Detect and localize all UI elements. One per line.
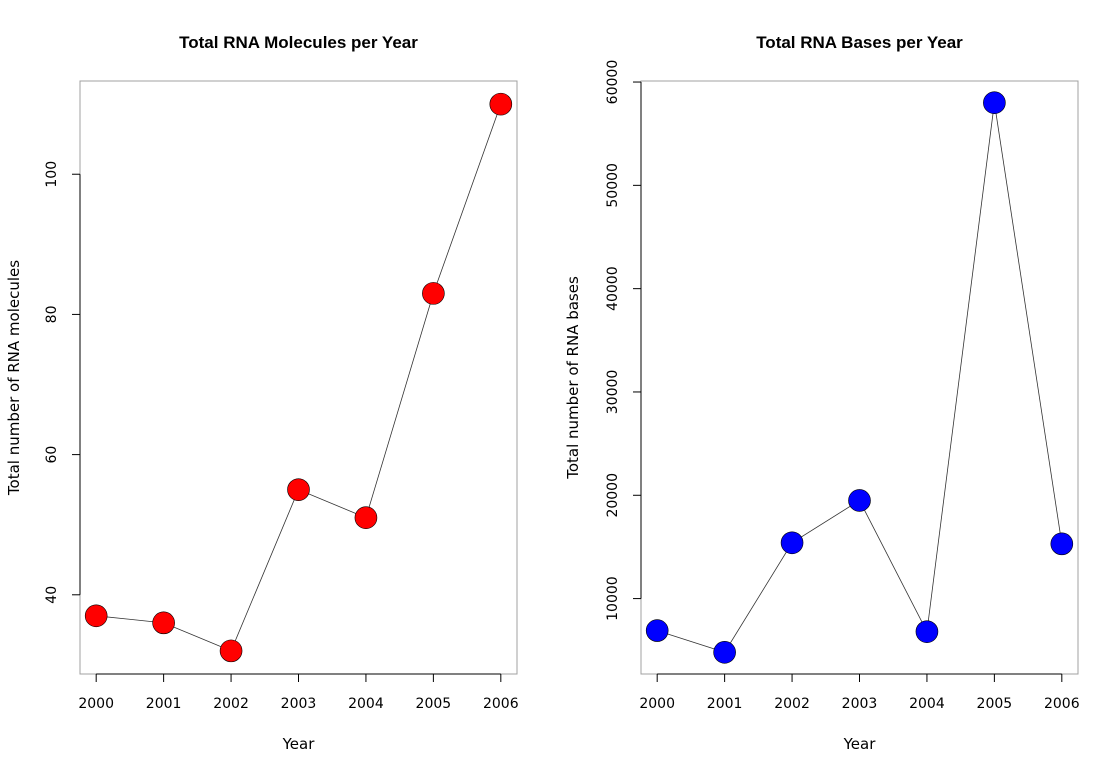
data-point — [219, 639, 243, 663]
data-point — [915, 620, 939, 643]
y-tick-label: 100 — [44, 161, 60, 188]
plot-frame — [640, 80, 1079, 675]
bases-chart: Total RNA Bases per Year Year Total numb… — [564, 33, 1080, 753]
series-line — [657, 102, 1063, 653]
x-tick-label: 2004 — [909, 696, 945, 712]
data-point — [422, 282, 445, 305]
x-tick-label: 2000 — [78, 696, 114, 712]
data-point — [489, 92, 513, 116]
data-point — [287, 478, 310, 501]
series-line — [96, 103, 502, 652]
y-tick-label: 40 — [44, 586, 60, 604]
y-axis-label: Total number of RNA bases — [564, 276, 582, 480]
x-tick-label: 2005 — [977, 696, 1013, 712]
x-tick-label: 2006 — [483, 696, 519, 712]
data-point — [84, 604, 108, 628]
x-tick-label: 2000 — [639, 696, 675, 712]
x-tick-label: 2002 — [213, 696, 249, 712]
data-point — [1050, 532, 1074, 556]
y-tick-label: 80 — [44, 306, 60, 324]
x-tick-label: 2006 — [1044, 696, 1080, 712]
y-tick-label: 10000 — [605, 576, 621, 621]
y-axis-label: Total number of RNA molecules — [5, 260, 23, 496]
x-tick-label: 2005 — [416, 696, 452, 712]
chart-title: Total RNA Molecules per Year — [179, 33, 418, 52]
y-tick-label: 40000 — [605, 266, 621, 311]
y-tick-label: 60 — [44, 446, 60, 464]
x-axis-label: Year — [282, 735, 316, 753]
data-point — [848, 489, 871, 512]
x-tick-label: 2001 — [707, 696, 743, 712]
x-axis-label: Year — [843, 735, 877, 753]
data-point — [713, 641, 736, 664]
y-tick-label: 50000 — [605, 163, 621, 208]
data-point — [983, 91, 1006, 114]
y-tick-label: 20000 — [605, 473, 621, 518]
plot-frame — [79, 80, 518, 675]
x-tick-label: 2002 — [774, 696, 810, 712]
x-tick-label: 2003 — [842, 696, 878, 712]
data-point — [780, 531, 804, 555]
x-tick-label: 2001 — [146, 696, 182, 712]
x-tick-label: 2003 — [281, 696, 317, 712]
y-tick-label: 60000 — [605, 60, 621, 105]
chart-title: Total RNA Bases per Year — [756, 33, 963, 52]
data-point — [354, 506, 378, 529]
x-tick-label: 2004 — [348, 696, 384, 712]
molecules-chart: Total RNA Molecules per Year Year Total … — [5, 33, 519, 753]
data-point — [152, 611, 175, 635]
data-point — [645, 619, 669, 642]
y-tick-label: 30000 — [605, 370, 621, 415]
